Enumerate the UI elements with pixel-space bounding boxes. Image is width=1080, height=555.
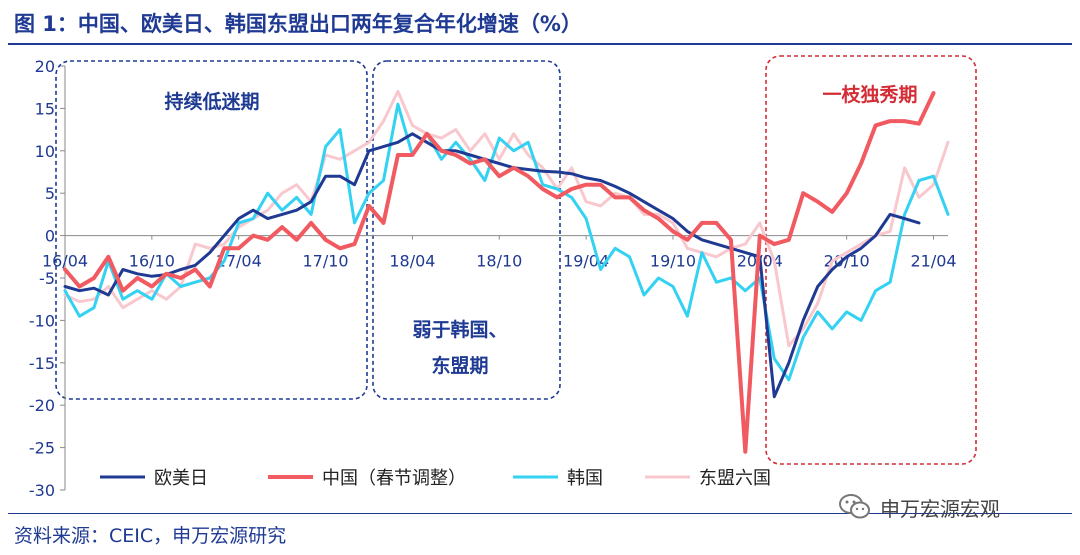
source-divider — [8, 513, 1072, 514]
watermark: 申万宏源宏观 — [838, 492, 1000, 522]
y-tick-label: -25 — [29, 439, 55, 458]
x-tick-label: 19/10 — [650, 252, 696, 271]
annotation-label-persistent-slump: 持续低迷期 — [164, 90, 259, 113]
watermark-text: 申万宏源宏观 — [880, 496, 1000, 521]
legend: 欧美日 中国（春节调整） 韩国 东盟六国 — [100, 468, 771, 489]
series-layer — [63, 89, 950, 454]
x-tick-label: 18/04 — [389, 252, 435, 271]
y-tick-label: 0 — [45, 227, 55, 246]
series-line-3 — [63, 89, 950, 348]
source-note: 资料来源：CEIC，申万宏源研究 — [14, 525, 287, 547]
wechat-icon — [839, 494, 870, 519]
y-tick-label: 15 — [35, 99, 55, 118]
annotation-layer: 持续低迷期 弱于韩国、 东盟期 一枝独秀期 — [55, 55, 977, 465]
y-tick-label: -10 — [29, 311, 55, 330]
y-tick-label: 5 — [45, 184, 55, 203]
legend-label-3: 东盟六国 — [699, 468, 771, 489]
annotation-box-weaker-than-korea — [372, 60, 561, 400]
y-tick-label: -30 — [29, 481, 55, 500]
legend-label-1: 中国（春节调整） — [322, 468, 466, 489]
x-tick-label: 18/10 — [476, 252, 522, 271]
title-divider — [8, 43, 1072, 45]
annotation-label-weaker-than-korea-line1: 弱于韩国、 — [412, 318, 507, 341]
y-tick-label: 20 — [35, 57, 55, 76]
legend-label-0: 欧美日 — [154, 468, 208, 489]
annotation-box-standout-period — [765, 55, 977, 465]
legend-label-2: 韩国 — [567, 468, 603, 489]
figure-title: 图 1：中国、欧美日、韩国东盟出口两年复合年化增速（%） — [14, 12, 582, 36]
annotation-label-standout-period: 一枝独秀期 — [822, 83, 917, 106]
y-tick-label: -5 — [39, 269, 55, 288]
y-tick-label: 10 — [35, 142, 55, 161]
y-tick-label: -15 — [29, 354, 55, 373]
x-tick-label: 16/10 — [129, 252, 175, 271]
x-tick-label: 17/10 — [303, 252, 349, 271]
x-tick-label: 21/04 — [910, 252, 956, 271]
x-tick-label: 16/04 — [42, 252, 88, 271]
annotation-box-persistent-slump — [55, 60, 368, 400]
annotation-label-weaker-than-korea-line2: 东盟期 — [431, 354, 488, 377]
y-tick-label: -20 — [29, 396, 55, 415]
series-line-0 — [63, 132, 921, 399]
series-line-1 — [63, 91, 936, 454]
